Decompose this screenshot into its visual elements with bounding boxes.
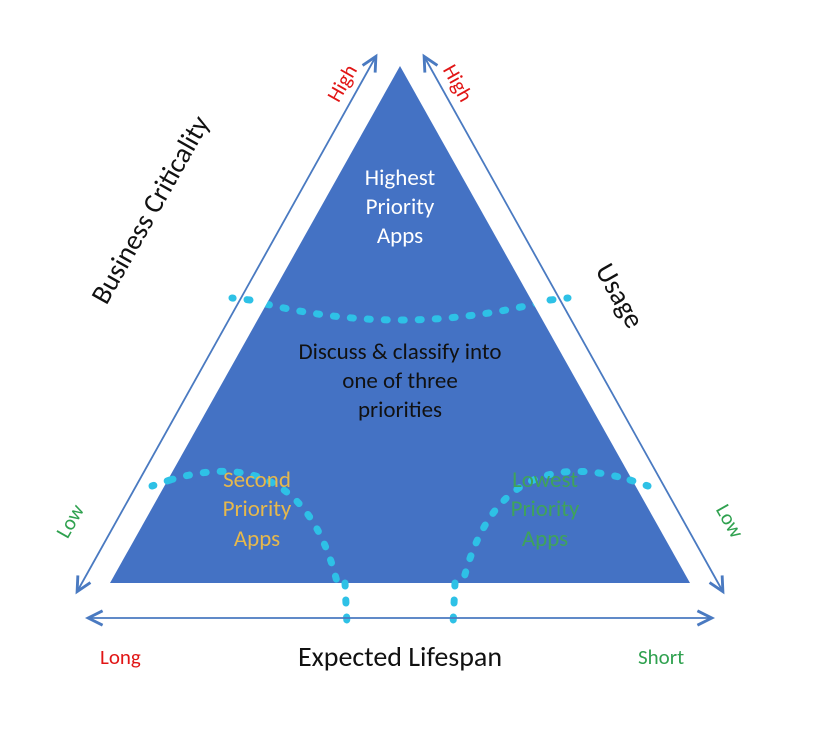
label-second-priority: Second Priority Apps [172,466,342,554]
axis-bottom-long: Long [100,644,141,670]
label-middle-discuss: Discuss & classify into one of three pri… [245,338,555,424]
axis-label-bottom: Expected Lifespan [250,639,550,674]
label-lowest-priority: Lowest Priority Apps [460,466,630,554]
axis-bottom-short: Short [638,644,684,670]
label-highest-priority: Highest Priority Apps [300,164,500,250]
